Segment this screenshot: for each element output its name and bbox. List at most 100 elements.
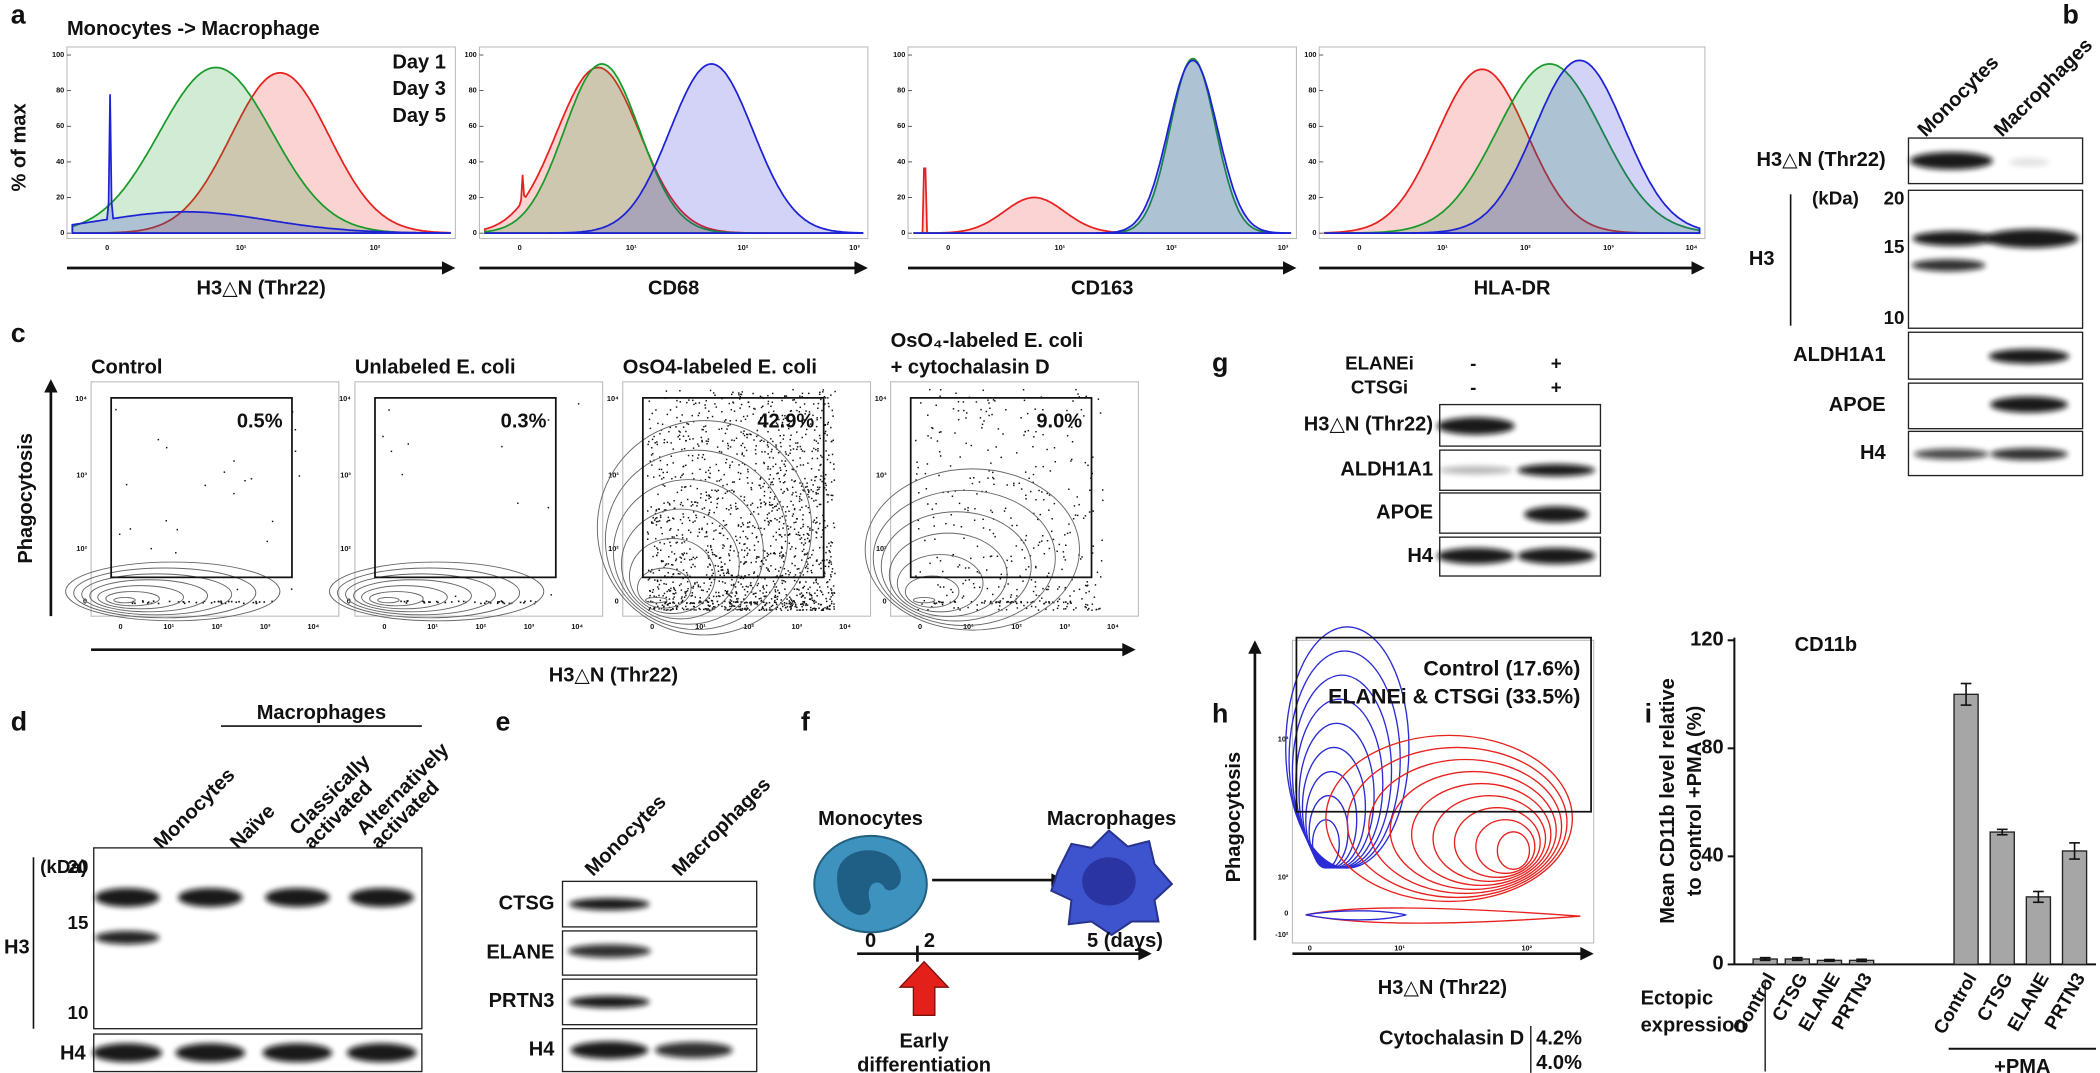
event-dot <box>797 442 799 444</box>
event-dot <box>779 607 782 610</box>
event-dot <box>763 482 765 485</box>
event-dot <box>942 570 944 573</box>
event-dot <box>803 601 806 604</box>
event-dot <box>792 603 794 605</box>
event-dot <box>762 485 764 488</box>
event-dot <box>731 574 733 577</box>
event-dot <box>960 526 963 528</box>
event-dot <box>705 440 708 442</box>
event-dot <box>227 600 230 603</box>
event-dot <box>817 447 819 450</box>
event-dot <box>813 607 816 610</box>
event-dot <box>743 430 745 432</box>
event-dot <box>708 494 710 497</box>
treatment-mark: + <box>1551 352 1562 373</box>
event-dot <box>737 524 740 526</box>
event-dot <box>756 506 759 509</box>
event-dot <box>824 403 826 405</box>
event-dot <box>810 606 812 609</box>
event-dot <box>822 389 825 391</box>
event-dot <box>698 412 701 414</box>
event-dot <box>729 446 732 448</box>
event-dot <box>939 455 942 457</box>
event-dot <box>647 533 650 535</box>
event-dot <box>795 491 797 493</box>
event-dot <box>780 551 783 553</box>
event-dot <box>915 575 917 577</box>
event-dot <box>487 601 490 603</box>
event-dot <box>741 549 743 551</box>
y-tick-label: 20 <box>897 192 905 201</box>
event-dot <box>784 465 787 467</box>
event-dot <box>1021 548 1023 551</box>
event-dot <box>737 525 740 527</box>
x-tick-label: 10² <box>738 243 749 252</box>
event-dot <box>769 519 772 522</box>
event-dot <box>962 595 965 597</box>
event-dot <box>784 395 786 398</box>
x-tick-label: 10¹ <box>236 243 247 252</box>
event-dot <box>821 456 823 458</box>
histogram <box>484 63 864 235</box>
event-dot <box>681 607 684 609</box>
event-dot <box>1075 607 1077 609</box>
event-dot <box>709 564 712 566</box>
event-dot <box>780 469 782 472</box>
event-dot <box>730 393 733 396</box>
event-dot <box>963 409 965 412</box>
event-dot <box>708 563 711 565</box>
event-dot <box>755 435 758 438</box>
event-dot <box>679 389 681 392</box>
event-dot <box>658 569 660 572</box>
event-dot <box>713 511 715 514</box>
kda-mark: 10 <box>1884 307 1905 328</box>
event-dot <box>690 595 693 597</box>
event-dot <box>799 493 802 495</box>
event-dot <box>740 431 742 433</box>
event-dot <box>967 606 969 609</box>
event-dot <box>713 606 715 608</box>
event-dot <box>809 423 812 425</box>
x-tick-label: 10¹ <box>1055 243 1066 252</box>
event-dot <box>962 582 964 585</box>
event-dot <box>921 603 923 605</box>
event-dot <box>817 603 820 605</box>
event-dot <box>765 567 768 569</box>
event-dot <box>764 578 766 580</box>
event-dot <box>991 602 993 605</box>
event-dot <box>672 581 674 583</box>
event-dot <box>819 464 821 467</box>
event-dot <box>692 521 694 523</box>
event-dot <box>764 451 766 453</box>
y-tick-label: 80 <box>1701 737 1723 759</box>
event-dot <box>1088 607 1090 610</box>
event-dot <box>929 562 931 565</box>
kda-mark: 10 <box>68 1002 89 1023</box>
event-dot <box>795 518 798 520</box>
event-dot <box>750 504 752 506</box>
event-dot <box>780 599 783 601</box>
event-dot <box>781 460 783 462</box>
event-dot <box>718 525 721 527</box>
event-dot <box>1006 601 1008 603</box>
event-dot <box>681 600 683 603</box>
event-dot <box>807 588 809 590</box>
event-dot <box>815 579 817 582</box>
event-dot <box>763 462 765 465</box>
event-dot <box>824 526 827 529</box>
event-dot <box>942 601 944 604</box>
event-dot <box>670 527 672 530</box>
event-dot <box>719 532 722 535</box>
event-dot <box>941 603 944 606</box>
event-dot <box>1087 464 1089 467</box>
event-dot <box>830 563 833 565</box>
contour <box>1305 910 1407 921</box>
arrow-head <box>1580 946 1594 961</box>
event-dot <box>131 602 134 605</box>
event-dot <box>987 449 989 451</box>
event-dot <box>810 468 813 470</box>
event-dot <box>957 607 959 609</box>
event-dot <box>933 602 936 605</box>
event-dot <box>1077 393 1079 395</box>
event-dot <box>807 489 809 491</box>
